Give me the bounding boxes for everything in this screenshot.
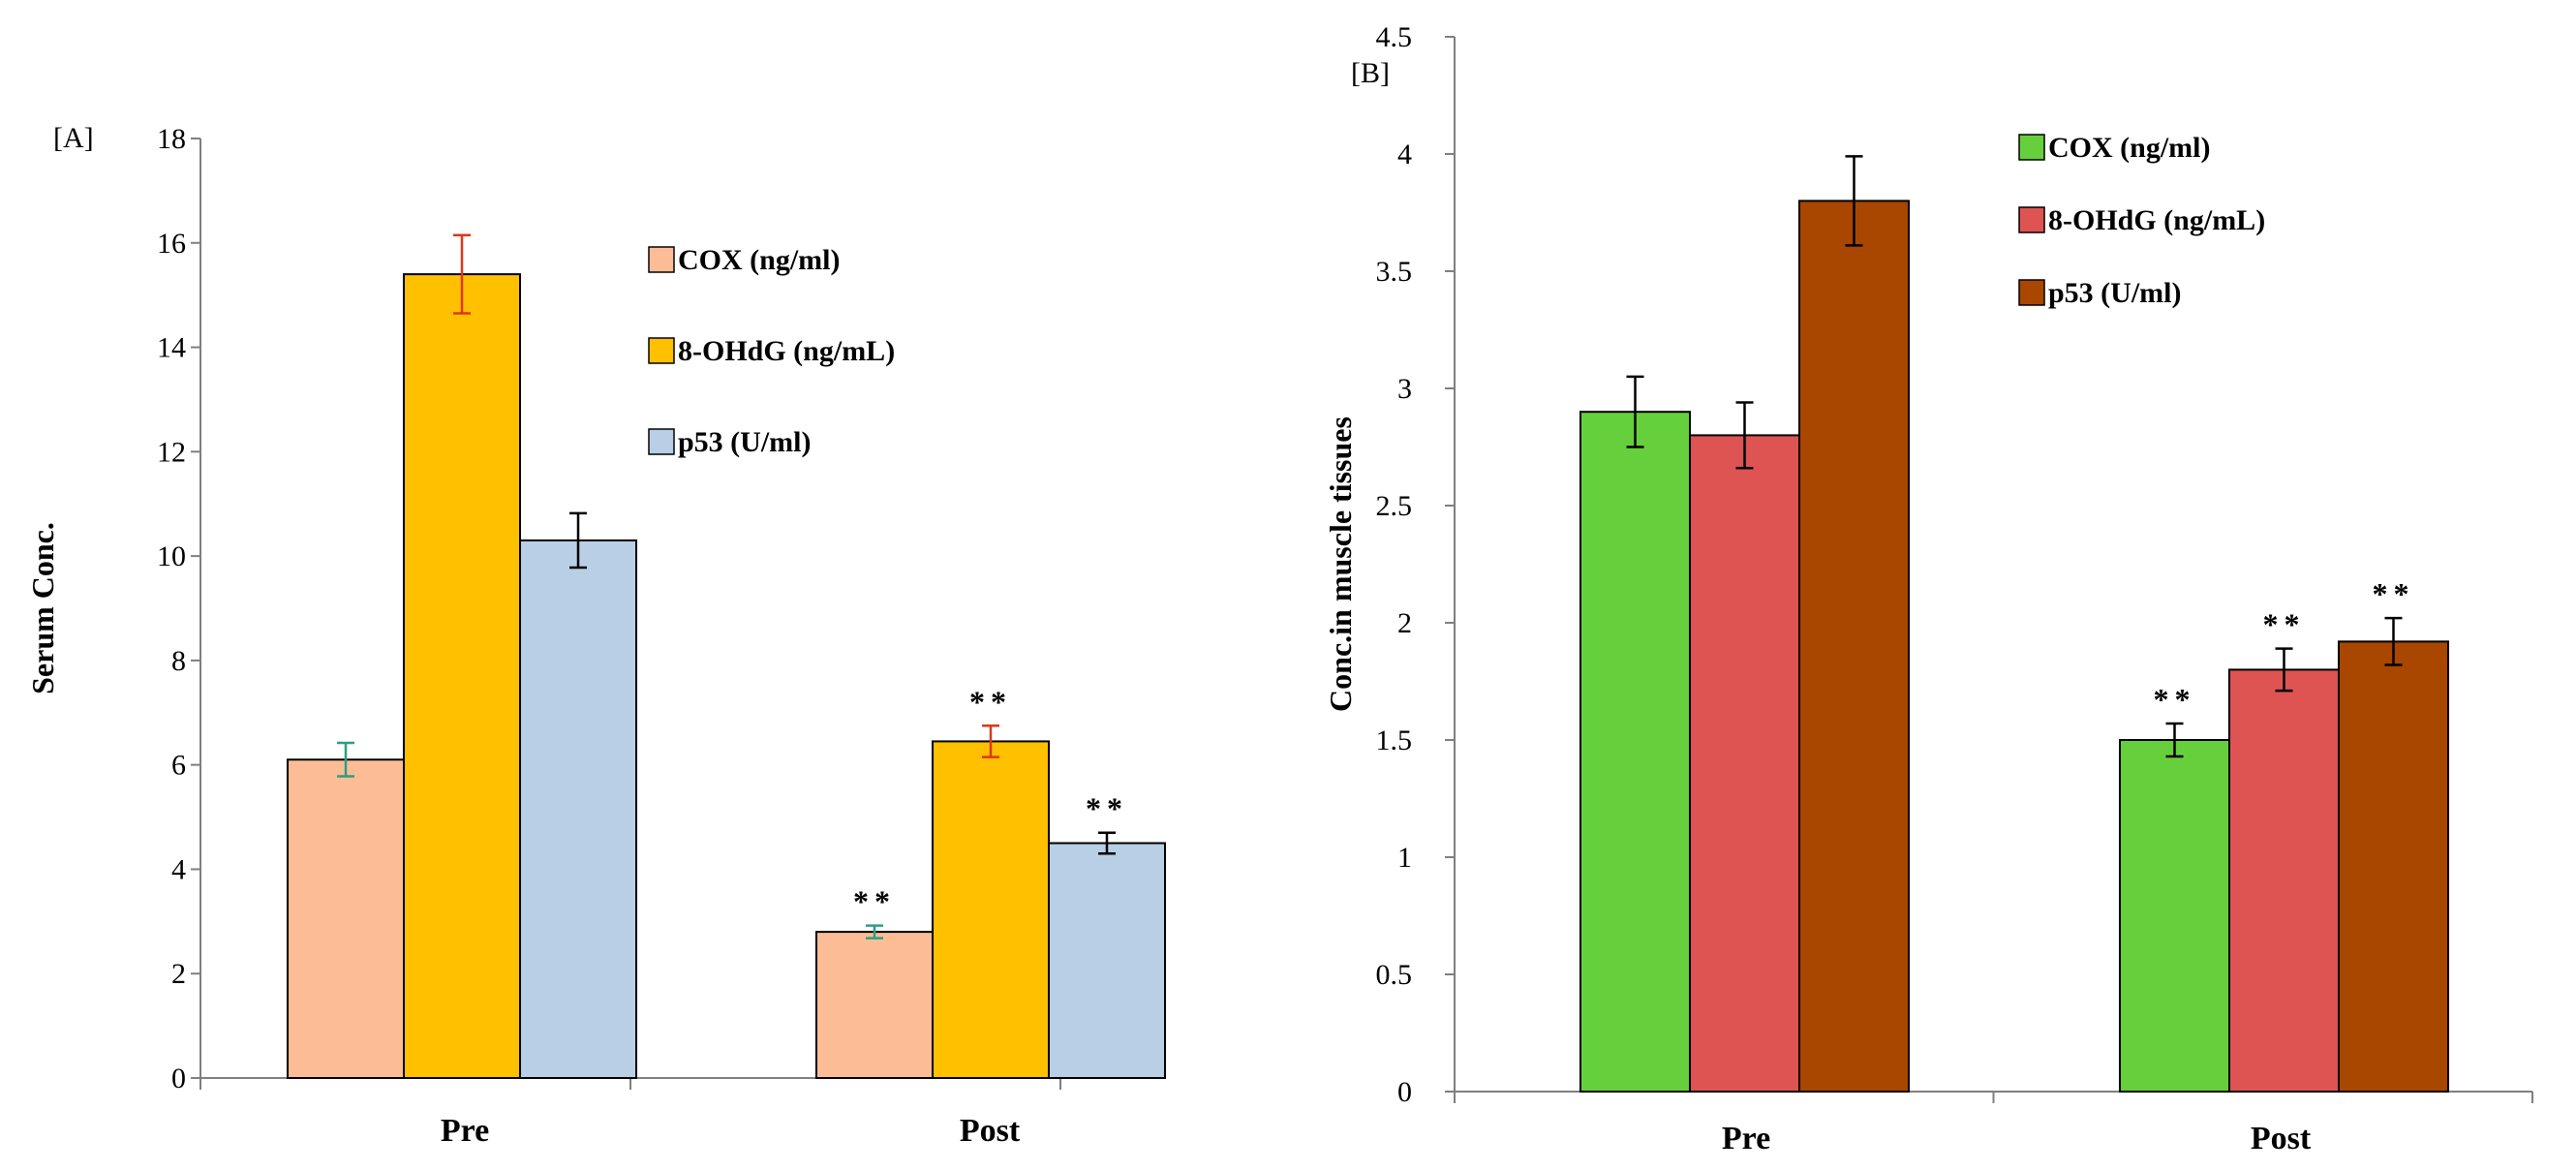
panel-b-bar: [1798, 200, 1910, 1093]
panel-a-category-label: Post: [960, 1113, 1021, 1149]
panel-b-legend-swatch: [2018, 279, 2045, 306]
panel-a-legend-swatch: [648, 337, 675, 364]
panel-b-legend-label: COX (ng/ml): [2048, 132, 2211, 164]
panel-b-bar: [1689, 434, 1800, 1093]
panel-a-y-tick-label: 16: [157, 228, 186, 260]
panel-b-legend-swatch: [2018, 134, 2045, 161]
panel-b-significance-mark: **: [2373, 576, 2415, 611]
panel-a-bar: [287, 758, 405, 1079]
panel-b-category-label: Pre: [1722, 1121, 1770, 1156]
panel-a-bar: [815, 931, 934, 1079]
panel-b-significance-mark: **: [2263, 607, 2306, 642]
panel-a-significance-mark: **: [1086, 791, 1128, 826]
panel-a-y-tick-label: 6: [171, 750, 186, 782]
panel-a-y-tick-label: 12: [157, 436, 186, 468]
panel-b-legend-label: 8-OHdG (ng/mL): [2048, 204, 2265, 236]
panel-b-bar: [2338, 640, 2449, 1093]
panel-b-bar: [1579, 411, 1691, 1093]
panel-a-panel-label: [A]: [53, 122, 94, 154]
panel-a-legend-label: 8-OHdG (ng/mL): [678, 335, 895, 367]
panel-a-y-axis-label: Serum Conc.: [25, 522, 60, 694]
panel-b-legend-swatch: [2018, 206, 2045, 233]
panel-b-y-tick-label: 1.5: [1376, 724, 1413, 756]
panel-a-bar: [1048, 842, 1166, 1079]
panel-b-y-axis-label: Conc.in muscle tissues: [1323, 416, 1358, 712]
panel-a-bar: [932, 740, 1050, 1080]
panel-b-y-tick-label: 0.5: [1376, 959, 1413, 991]
panel-a-significance-mark: **: [853, 884, 896, 919]
panel-a-legend-label: COX (ng/ml): [678, 244, 841, 276]
panel-a-bar: [519, 539, 637, 1079]
panel-a-significance-mark: **: [969, 684, 1012, 719]
panel-b-y-tick-label: 3.5: [1376, 256, 1413, 288]
panel-b-bar: [2228, 668, 2340, 1094]
panel-a-chart: 0 2 4 6 8 10 12 14 16 18 Pre ** ** ** Post Serum Conc. […: [25, 122, 1166, 1149]
panel-a-legend-swatch: [648, 246, 675, 273]
panel-a-legend-label: p53 (U/ml): [678, 426, 812, 458]
panel-a-y-tick-label: 18: [157, 123, 186, 155]
panel-b-y-tick-label: 4.5: [1376, 21, 1413, 53]
panel-b-panel-label: [B]: [1351, 57, 1390, 89]
panel-b-y-tick-label: 4: [1397, 139, 1412, 170]
panel-b-y-tick-label: 0: [1397, 1076, 1412, 1108]
panel-b-chart: 0 0.5 1 1.5 2 2.5 3 3.5 4 4.5 Pre ** ** ** Post Conc.in…: [1323, 21, 2533, 1156]
panel-a-y-tick-label: 0: [171, 1063, 186, 1094]
panel-b-bar: [2119, 739, 2230, 1093]
panel-a-bar: [403, 273, 521, 1080]
panel-b-category-label: Post: [2251, 1121, 2312, 1156]
panel-b-y-tick-label: 3: [1397, 373, 1412, 405]
panel-b-y-tick-label: 1: [1397, 842, 1412, 874]
panel-a-y-tick-label: 10: [157, 540, 186, 572]
panel-a-y-tick-label: 14: [157, 332, 186, 364]
panel-a-legend-swatch: [648, 428, 675, 455]
panel-b-legend-label: p53 (U/ml): [2048, 277, 2182, 309]
panel-a-y-tick-label: 2: [171, 958, 186, 990]
panel-a-y-tick-label: 8: [171, 645, 186, 677]
panel-b-significance-mark: **: [2154, 682, 2196, 717]
panel-b-y-tick-label: 2: [1397, 607, 1412, 639]
panel-b-y-tick-label: 2.5: [1376, 490, 1413, 522]
panel-a-y-tick-label: 4: [171, 853, 186, 885]
panel-a-category-label: Pre: [441, 1113, 489, 1149]
